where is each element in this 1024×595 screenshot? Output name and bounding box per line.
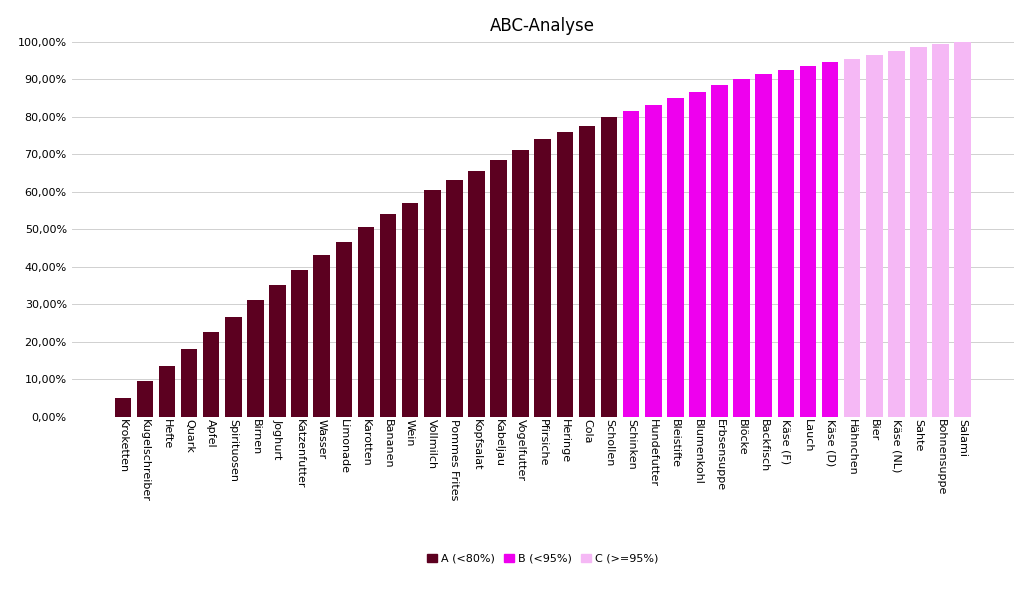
Legend: A (<80%), B (<95%), C (>=95%): A (<80%), B (<95%), C (>=95%) xyxy=(422,549,664,568)
Bar xyxy=(336,242,352,416)
Bar xyxy=(446,180,463,416)
Bar xyxy=(712,84,728,416)
Bar xyxy=(357,227,374,416)
Bar xyxy=(535,139,551,416)
Bar xyxy=(733,79,750,416)
Title: ABC-Analyse: ABC-Analyse xyxy=(490,17,595,35)
Bar xyxy=(225,317,242,416)
Bar xyxy=(380,214,396,416)
Bar xyxy=(291,270,308,416)
Bar xyxy=(777,70,795,416)
Bar xyxy=(424,190,440,416)
Bar xyxy=(556,131,573,416)
Bar xyxy=(844,58,860,416)
Bar xyxy=(623,111,639,416)
Bar xyxy=(203,332,219,416)
Bar xyxy=(269,286,286,416)
Bar xyxy=(512,151,529,416)
Bar xyxy=(689,92,706,416)
Bar xyxy=(136,381,154,416)
Bar xyxy=(115,398,131,416)
Bar xyxy=(888,51,904,416)
Bar xyxy=(401,203,419,416)
Bar xyxy=(468,171,484,416)
Bar xyxy=(954,42,971,416)
Bar xyxy=(800,66,816,416)
Bar xyxy=(159,366,175,416)
Bar xyxy=(490,159,507,416)
Bar xyxy=(932,43,949,416)
Bar xyxy=(667,98,684,416)
Bar xyxy=(645,105,662,416)
Bar xyxy=(866,55,883,416)
Bar xyxy=(821,62,839,416)
Bar xyxy=(579,126,595,416)
Bar xyxy=(756,74,772,416)
Bar xyxy=(313,255,330,416)
Bar xyxy=(910,47,927,416)
Bar xyxy=(601,117,617,416)
Bar xyxy=(247,300,264,416)
Bar xyxy=(181,349,198,416)
